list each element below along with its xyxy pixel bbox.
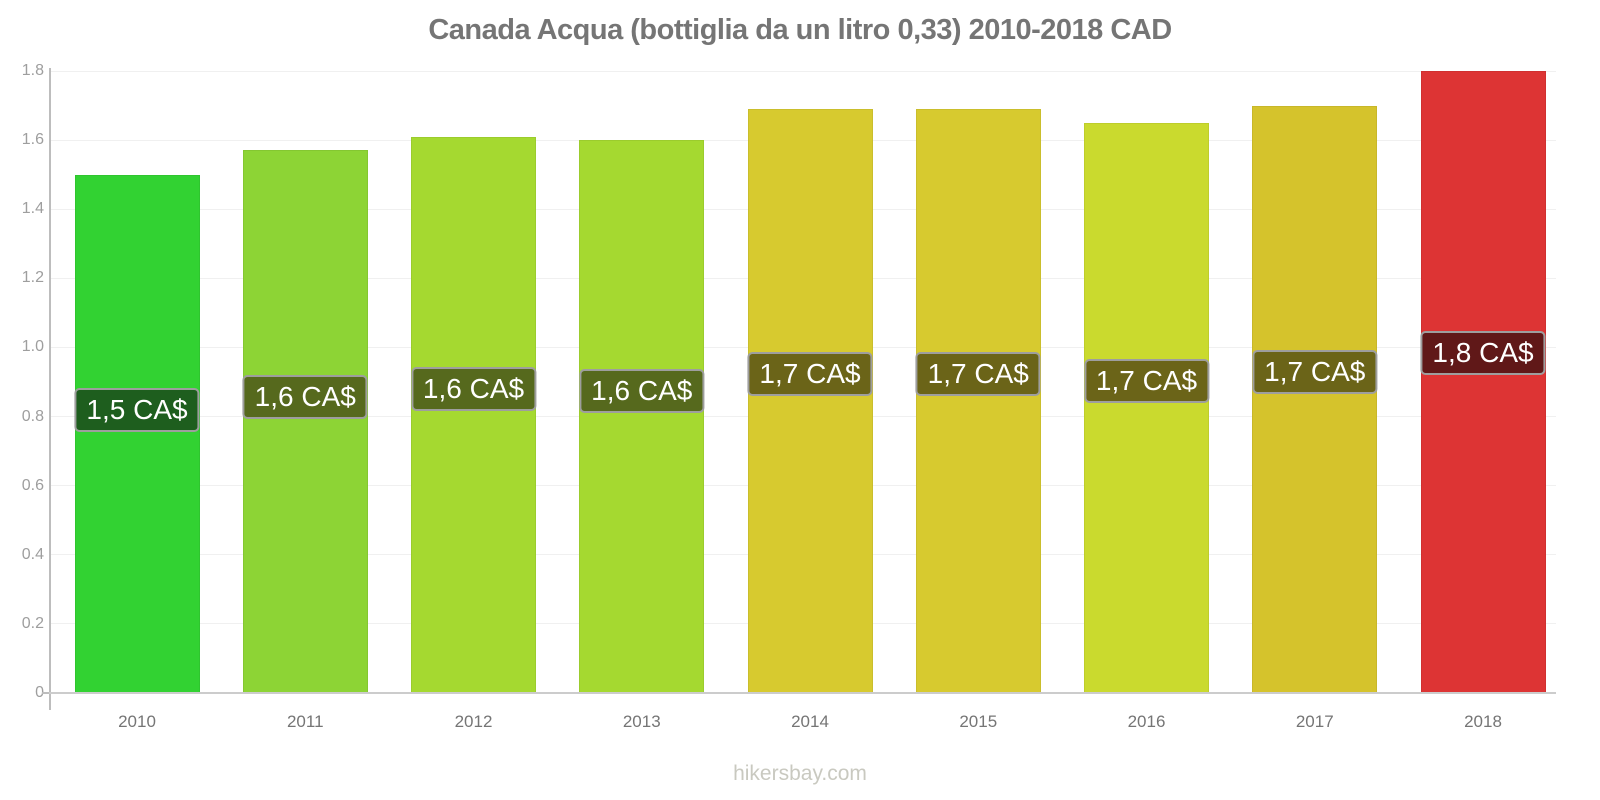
y-axis-line: [49, 68, 51, 710]
bar-value-label: 1,6 CA$: [579, 368, 705, 413]
y-tick-label: 0.8: [21, 407, 44, 425]
bar: [411, 136, 536, 693]
y-tick-label: 1.2: [21, 269, 44, 287]
bar-value-label: 1,7 CA$: [915, 351, 1041, 396]
y-tick-label: 0.4: [21, 545, 44, 563]
bar: [74, 174, 200, 693]
bar: [1420, 71, 1546, 693]
y-tick-label: 0.6: [21, 476, 44, 494]
bar-value-label: 1,7 CA$: [1083, 359, 1210, 404]
bar: [747, 109, 873, 693]
bar: [242, 150, 368, 693]
y-tick-label: 1.6: [21, 131, 44, 149]
x-tick-label: 2010: [118, 712, 156, 731]
bar: [915, 109, 1041, 693]
footer-watermark: hikersbay.com: [733, 762, 867, 785]
bar-value-label: 1,5 CA$: [74, 387, 200, 432]
bar-value-label: 1,6 CA$: [242, 374, 368, 419]
x-tick-label: 2011: [286, 712, 324, 731]
x-tick-label: 2017: [1295, 712, 1334, 731]
x-tick-label: 2015: [959, 712, 998, 731]
x-tick-label: 2012: [454, 712, 493, 731]
x-tick-label: 2013: [622, 712, 661, 731]
x-tick-label: 2016: [1127, 712, 1166, 731]
y-tick-label: 1.8: [21, 62, 44, 79]
bar-value-label: 1,7 CA$: [747, 351, 873, 396]
chart-title: Canada Acqua (bottiglia da un litro 0,33…: [428, 14, 1172, 46]
y-tick-label: 1.0: [21, 338, 44, 356]
x-axis-line: [49, 692, 1556, 694]
gridline: [49, 70, 1556, 72]
bar: [579, 140, 705, 693]
bar: [1084, 122, 1209, 693]
bar-value-label: 1,6 CA$: [410, 367, 537, 411]
x-tick-label: 2014: [791, 712, 829, 731]
y-tick-label: 1.4: [21, 200, 44, 218]
bar-value-label: 1,8 CA$: [1420, 330, 1546, 375]
bar-value-label: 1,7 CA$: [1252, 349, 1378, 394]
y-tick-label: 0.2: [21, 614, 44, 632]
zero-tick-mark: [42, 692, 49, 694]
x-tick-label: 2018: [1464, 712, 1502, 731]
y-tick-label: 0: [35, 684, 44, 701]
bar: [1252, 105, 1378, 693]
